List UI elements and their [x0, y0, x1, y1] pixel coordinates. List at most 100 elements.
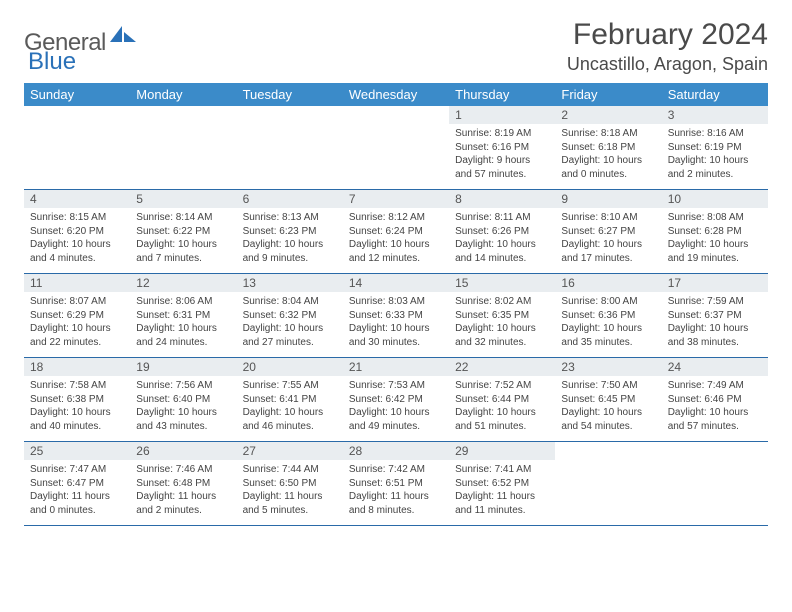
- day-number-empty: [662, 442, 768, 460]
- day-number-empty: [343, 106, 449, 124]
- day-number: 25: [24, 442, 130, 460]
- day-number: 22: [449, 358, 555, 376]
- brand-word2: Blue: [28, 48, 76, 76]
- day-number-empty: [555, 442, 661, 460]
- sunrise-text: Sunrise: 8:06 AM: [136, 295, 230, 309]
- day-body: Sunrise: 8:13 AMSunset: 6:23 PMDaylight:…: [237, 208, 343, 273]
- day-body: Sunrise: 8:14 AMSunset: 6:22 PMDaylight:…: [130, 208, 236, 273]
- day-body: Sunrise: 7:50 AMSunset: 6:45 PMDaylight:…: [555, 376, 661, 441]
- day-cell: 16Sunrise: 8:00 AMSunset: 6:36 PMDayligh…: [555, 274, 661, 358]
- day-body: Sunrise: 7:42 AMSunset: 6:51 PMDaylight:…: [343, 460, 449, 525]
- daylight-text: Daylight: 10 hours and 49 minutes.: [349, 406, 443, 433]
- sunrise-text: Sunrise: 7:56 AM: [136, 379, 230, 393]
- day-number: 17: [662, 274, 768, 292]
- day-body: Sunrise: 8:02 AMSunset: 6:35 PMDaylight:…: [449, 292, 555, 357]
- dow-row: Sunday Monday Tuesday Wednesday Thursday…: [24, 83, 768, 106]
- week-row: 25Sunrise: 7:47 AMSunset: 6:47 PMDayligh…: [24, 442, 768, 526]
- day-body: Sunrise: 7:47 AMSunset: 6:47 PMDaylight:…: [24, 460, 130, 525]
- sunrise-text: Sunrise: 8:02 AM: [455, 295, 549, 309]
- day-cell: 4Sunrise: 8:15 AMSunset: 6:20 PMDaylight…: [24, 190, 130, 274]
- title-block: February 2024 Uncastillo, Aragon, Spain: [567, 18, 768, 75]
- sunset-text: Sunset: 6:18 PM: [561, 141, 655, 155]
- sunset-text: Sunset: 6:24 PM: [349, 225, 443, 239]
- sunset-text: Sunset: 6:23 PM: [243, 225, 337, 239]
- day-body-empty: [662, 460, 768, 522]
- day-cell: 27Sunrise: 7:44 AMSunset: 6:50 PMDayligh…: [237, 442, 343, 526]
- week-row: 4Sunrise: 8:15 AMSunset: 6:20 PMDaylight…: [24, 190, 768, 274]
- dow-friday: Friday: [555, 83, 661, 106]
- sunrise-text: Sunrise: 8:13 AM: [243, 211, 337, 225]
- sunrise-text: Sunrise: 7:41 AM: [455, 463, 549, 477]
- day-cell: 23Sunrise: 7:50 AMSunset: 6:45 PMDayligh…: [555, 358, 661, 442]
- day-cell: 26Sunrise: 7:46 AMSunset: 6:48 PMDayligh…: [130, 442, 236, 526]
- day-number: 27: [237, 442, 343, 460]
- day-body: Sunrise: 8:11 AMSunset: 6:26 PMDaylight:…: [449, 208, 555, 273]
- daylight-text: Daylight: 10 hours and 40 minutes.: [30, 406, 124, 433]
- daylight-text: Daylight: 10 hours and 30 minutes.: [349, 322, 443, 349]
- daylight-text: Daylight: 11 hours and 0 minutes.: [30, 490, 124, 517]
- sunset-text: Sunset: 6:29 PM: [30, 309, 124, 323]
- sunrise-text: Sunrise: 7:47 AM: [30, 463, 124, 477]
- day-cell: 11Sunrise: 8:07 AMSunset: 6:29 PMDayligh…: [24, 274, 130, 358]
- day-cell: 9Sunrise: 8:10 AMSunset: 6:27 PMDaylight…: [555, 190, 661, 274]
- sunrise-text: Sunrise: 8:15 AM: [30, 211, 124, 225]
- day-number: 7: [343, 190, 449, 208]
- day-body: Sunrise: 7:58 AMSunset: 6:38 PMDaylight:…: [24, 376, 130, 441]
- day-number: 12: [130, 274, 236, 292]
- sunrise-text: Sunrise: 8:04 AM: [243, 295, 337, 309]
- day-cell: 10Sunrise: 8:08 AMSunset: 6:28 PMDayligh…: [662, 190, 768, 274]
- day-cell: 15Sunrise: 8:02 AMSunset: 6:35 PMDayligh…: [449, 274, 555, 358]
- dow-tuesday: Tuesday: [237, 83, 343, 106]
- day-body: Sunrise: 7:41 AMSunset: 6:52 PMDaylight:…: [449, 460, 555, 525]
- day-cell: 6Sunrise: 8:13 AMSunset: 6:23 PMDaylight…: [237, 190, 343, 274]
- sunset-text: Sunset: 6:27 PM: [561, 225, 655, 239]
- day-body: Sunrise: 8:12 AMSunset: 6:24 PMDaylight:…: [343, 208, 449, 273]
- day-number: 1: [449, 106, 555, 124]
- sunrise-text: Sunrise: 7:49 AM: [668, 379, 762, 393]
- daylight-text: Daylight: 11 hours and 11 minutes.: [455, 490, 549, 517]
- day-body: Sunrise: 8:18 AMSunset: 6:18 PMDaylight:…: [555, 124, 661, 189]
- day-cell: 20Sunrise: 7:55 AMSunset: 6:41 PMDayligh…: [237, 358, 343, 442]
- day-body-empty: [343, 124, 449, 186]
- day-number: 5: [130, 190, 236, 208]
- daylight-text: Daylight: 11 hours and 8 minutes.: [349, 490, 443, 517]
- daylight-text: Daylight: 9 hours and 57 minutes.: [455, 154, 549, 181]
- daylight-text: Daylight: 10 hours and 2 minutes.: [668, 154, 762, 181]
- daylight-text: Daylight: 10 hours and 9 minutes.: [243, 238, 337, 265]
- day-cell: 22Sunrise: 7:52 AMSunset: 6:44 PMDayligh…: [449, 358, 555, 442]
- daylight-text: Daylight: 10 hours and 7 minutes.: [136, 238, 230, 265]
- day-cell: [343, 106, 449, 190]
- dow-sunday: Sunday: [24, 83, 130, 106]
- sunrise-text: Sunrise: 8:19 AM: [455, 127, 549, 141]
- day-number: 23: [555, 358, 661, 376]
- sunset-text: Sunset: 6:33 PM: [349, 309, 443, 323]
- day-number: 13: [237, 274, 343, 292]
- sunset-text: Sunset: 6:22 PM: [136, 225, 230, 239]
- day-body: Sunrise: 8:08 AMSunset: 6:28 PMDaylight:…: [662, 208, 768, 273]
- day-cell: 17Sunrise: 7:59 AMSunset: 6:37 PMDayligh…: [662, 274, 768, 358]
- daylight-text: Daylight: 10 hours and 0 minutes.: [561, 154, 655, 181]
- sunrise-text: Sunrise: 7:59 AM: [668, 295, 762, 309]
- sunrise-text: Sunrise: 8:11 AM: [455, 211, 549, 225]
- dow-monday: Monday: [130, 83, 236, 106]
- day-cell: [555, 442, 661, 526]
- daylight-text: Daylight: 10 hours and 27 minutes.: [243, 322, 337, 349]
- day-cell: 29Sunrise: 7:41 AMSunset: 6:52 PMDayligh…: [449, 442, 555, 526]
- day-cell: 1Sunrise: 8:19 AMSunset: 6:16 PMDaylight…: [449, 106, 555, 190]
- sunset-text: Sunset: 6:20 PM: [30, 225, 124, 239]
- day-cell: [24, 106, 130, 190]
- dow-wednesday: Wednesday: [343, 83, 449, 106]
- week-row: 11Sunrise: 8:07 AMSunset: 6:29 PMDayligh…: [24, 274, 768, 358]
- day-body: Sunrise: 8:06 AMSunset: 6:31 PMDaylight:…: [130, 292, 236, 357]
- sunrise-text: Sunrise: 7:46 AM: [136, 463, 230, 477]
- sunrise-text: Sunrise: 8:18 AM: [561, 127, 655, 141]
- day-body: Sunrise: 8:10 AMSunset: 6:27 PMDaylight:…: [555, 208, 661, 273]
- day-cell: 28Sunrise: 7:42 AMSunset: 6:51 PMDayligh…: [343, 442, 449, 526]
- day-cell: 8Sunrise: 8:11 AMSunset: 6:26 PMDaylight…: [449, 190, 555, 274]
- daylight-text: Daylight: 10 hours and 46 minutes.: [243, 406, 337, 433]
- day-body: Sunrise: 8:19 AMSunset: 6:16 PMDaylight:…: [449, 124, 555, 189]
- day-cell: 2Sunrise: 8:18 AMSunset: 6:18 PMDaylight…: [555, 106, 661, 190]
- sunset-text: Sunset: 6:51 PM: [349, 477, 443, 491]
- sunset-text: Sunset: 6:35 PM: [455, 309, 549, 323]
- sunset-text: Sunset: 6:48 PM: [136, 477, 230, 491]
